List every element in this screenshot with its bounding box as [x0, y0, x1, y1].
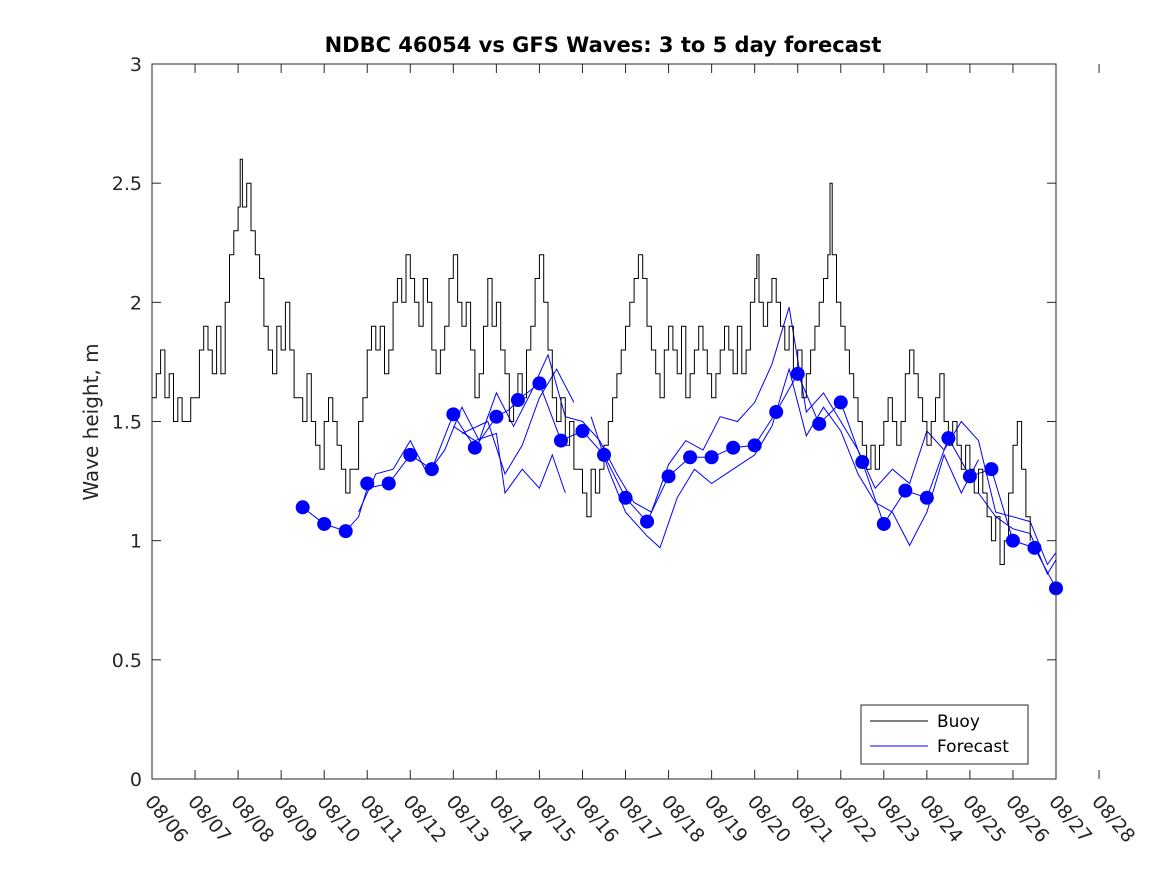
- forecast-marker: [510, 393, 525, 408]
- legend-buoy-label: Buoy: [937, 712, 980, 732]
- forecast-marker: [618, 490, 633, 505]
- forecast-marker: [317, 516, 332, 531]
- y-tick-label: 1: [130, 531, 142, 553]
- legend-forecast-label: Forecast: [937, 737, 1009, 757]
- buoy-series: [152, 158, 1031, 565]
- forecast-marker: [467, 440, 482, 455]
- forecast-marker: [962, 469, 977, 484]
- forecast-markers: [295, 366, 1063, 596]
- buoy-line: [152, 158, 1031, 565]
- forecast-marker: [1005, 533, 1020, 548]
- forecast-marker: [575, 424, 590, 439]
- forecast-marker: [790, 366, 805, 381]
- forecast-marker: [489, 409, 504, 424]
- forecast-marker: [747, 438, 762, 453]
- forecast-marker: [338, 524, 353, 539]
- y-tick-label: 0: [130, 769, 142, 791]
- forecast-marker: [1027, 540, 1042, 555]
- forecast-marker: [855, 455, 870, 470]
- forecast-marker: [941, 431, 956, 446]
- forecast-line: [461, 368, 575, 476]
- y-tick-label: 3: [130, 54, 142, 76]
- forecast-marker: [597, 447, 611, 462]
- forecast-marker: [640, 514, 655, 529]
- forecast-marker: [661, 469, 676, 484]
- forecast-line: [453, 425, 566, 495]
- forecast-marker: [769, 404, 784, 419]
- plot-area-frame: [151, 63, 1057, 780]
- forecast-marker: [424, 462, 439, 477]
- chart-title: NDBC 46054 vs GFS Waves: 3 to 5 day fore…: [325, 33, 882, 57]
- forecast-line: [590, 367, 979, 549]
- forecast-marker: [876, 516, 891, 531]
- forecast-marker: [812, 416, 827, 431]
- y-tick-label: 2.5: [112, 173, 142, 195]
- y-tick-label: 1.5: [112, 412, 142, 434]
- forecast-marker: [360, 476, 375, 491]
- y-tick-label: 2: [130, 292, 142, 314]
- forecast-marker: [532, 376, 547, 391]
- forecast-marker: [919, 490, 934, 505]
- legend-box: [860, 704, 1029, 765]
- forecast-marker: [381, 476, 396, 491]
- forecast-marker: [683, 450, 698, 465]
- forecast-marker: [446, 407, 461, 422]
- forecast-marker: [403, 447, 418, 462]
- forecast-marker: [704, 450, 719, 465]
- legend: Buoy Forecast: [860, 704, 1029, 765]
- forecast-marker: [295, 500, 310, 515]
- forecast-marker: [553, 433, 568, 448]
- forecast-marker: [726, 440, 741, 455]
- forecast-marker: [984, 462, 999, 477]
- forecast-marker: [898, 483, 913, 498]
- forecast-marker: [833, 395, 848, 410]
- y-axis-label: Wave height, m: [79, 343, 103, 500]
- y-tick-label: 0.5: [112, 650, 142, 672]
- forecast-line: [358, 306, 1057, 566]
- forecast-line: [978, 492, 1057, 576]
